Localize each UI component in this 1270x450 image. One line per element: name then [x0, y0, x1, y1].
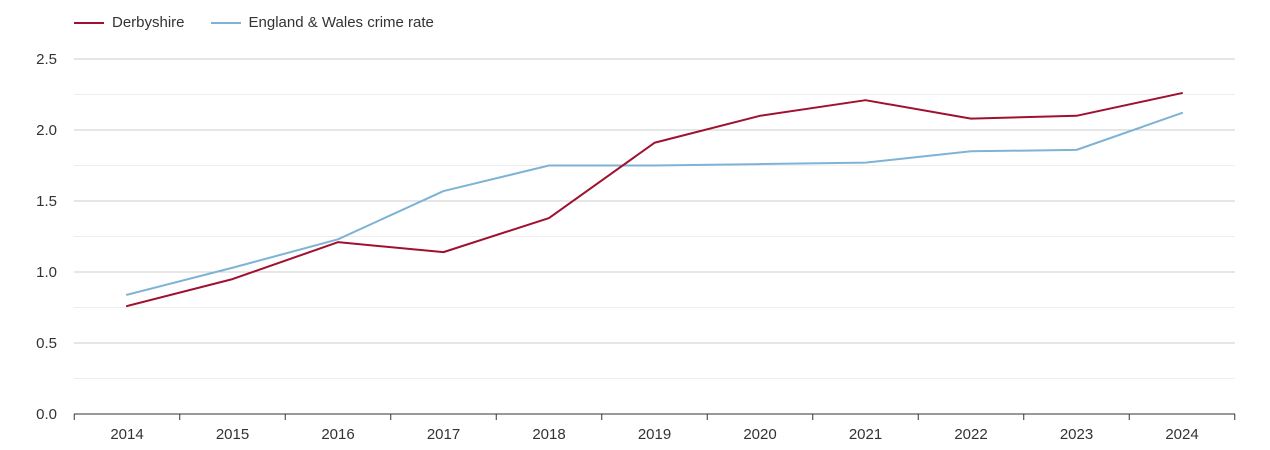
x-tick-label: 2022	[954, 426, 987, 443]
x-tick-label: 2015	[216, 426, 249, 443]
series-line-derbyshire	[126, 92, 1183, 308]
legend-swatch-england-wales	[210, 21, 241, 24]
y-tick-label: 0.0	[36, 406, 57, 423]
y-tick-label: 2.0	[36, 122, 57, 139]
legend-label-derbyshire: Derbyshire	[112, 14, 185, 31]
x-tick-label: 2023	[1060, 426, 1093, 443]
x-tick-label: 2021	[849, 426, 882, 443]
legend-item-england-wales[interactable]: England & Wales crime rate	[210, 14, 434, 31]
x-tick-label: 2018	[532, 426, 565, 443]
x-tick-label: 2020	[743, 426, 776, 443]
y-tick-label: 1.5	[36, 193, 57, 210]
series-line-england-wales-crime-rate	[126, 111, 1183, 296]
x-tick-label: 2017	[427, 426, 460, 443]
y-tick-label: 1.0	[36, 264, 57, 281]
x-tick-label: 2024	[1165, 426, 1198, 443]
x-tick-label: 2019	[638, 426, 671, 443]
y-tick-label: 2.5	[36, 51, 57, 68]
legend-item-derbyshire[interactable]: Derbyshire	[74, 14, 185, 31]
legend-swatch-derbyshire	[74, 21, 104, 24]
y-tick-label: 0.5	[36, 335, 57, 352]
legend: Derbyshire England & Wales crime rate	[74, 14, 434, 31]
x-tick-label: 2014	[110, 426, 143, 443]
legend-label-england-wales: England & Wales crime rate	[248, 14, 434, 31]
x-tick-label: 2016	[321, 426, 354, 443]
